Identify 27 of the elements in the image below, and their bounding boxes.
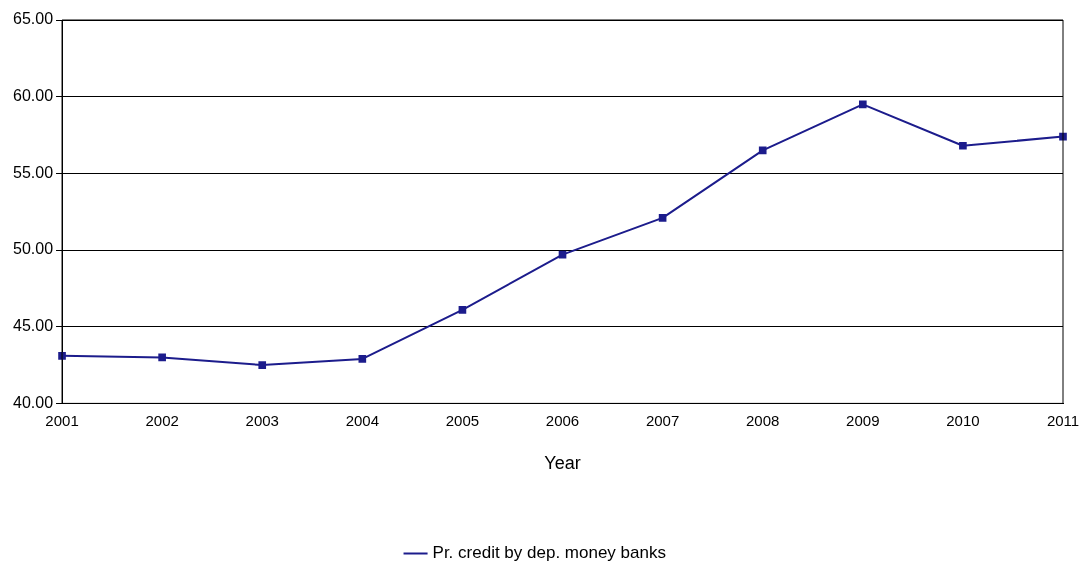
x-tick-label: 2011 bbox=[1046, 411, 1080, 429]
point bbox=[358, 355, 367, 363]
x-tick-label: 2008 bbox=[746, 411, 780, 429]
x-tick-label: 2004 bbox=[345, 411, 380, 429]
x-tick-label: 2010 bbox=[946, 411, 980, 429]
y-tick-label: 55.00 bbox=[12, 163, 54, 181]
point bbox=[458, 306, 467, 314]
x-tick-label: 2001 bbox=[45, 411, 79, 429]
legend-label: Pr. credit by dep. money banks bbox=[432, 543, 666, 563]
point bbox=[758, 146, 767, 155]
point bbox=[959, 141, 967, 150]
point bbox=[658, 214, 667, 222]
x-axis-title: Year bbox=[544, 453, 581, 474]
x-tick-label: 2003 bbox=[245, 411, 279, 429]
y-tick-label: 60.00 bbox=[12, 87, 54, 105]
x-tick-label: 2009 bbox=[846, 411, 880, 429]
x-tick-label: 2002 bbox=[145, 411, 179, 429]
x-tick-label: 2005 bbox=[445, 411, 480, 429]
y-tick-label: 40.00 bbox=[12, 393, 54, 411]
y-tick-label: 65.00 bbox=[12, 10, 54, 28]
point bbox=[858, 100, 867, 109]
x-tick-label: 2006 bbox=[545, 411, 580, 429]
point bbox=[258, 361, 267, 369]
point bbox=[158, 353, 166, 362]
x-tick-label: 2007 bbox=[645, 411, 680, 429]
y-tick-label: 45.00 bbox=[12, 317, 54, 335]
y-tick-label: 50.00 bbox=[12, 240, 54, 258]
